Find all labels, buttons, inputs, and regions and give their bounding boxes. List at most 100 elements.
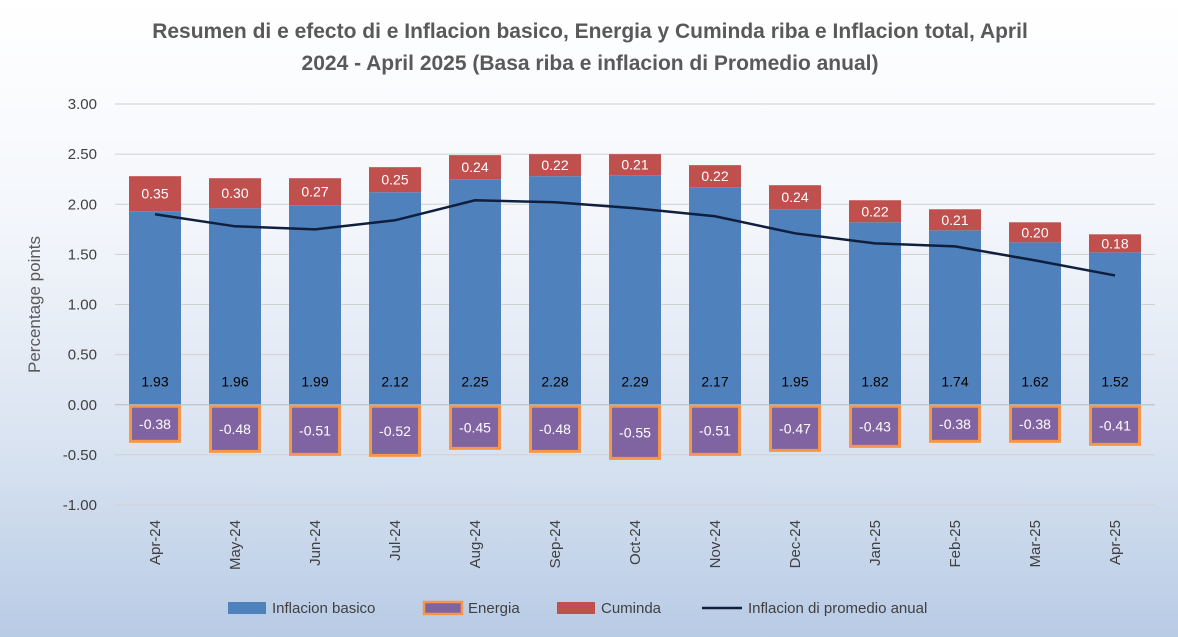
data-label-inflacion-basico: 2.17: [701, 374, 728, 390]
bar-cuminda: [289, 178, 341, 206]
y-tick-label: 2.00: [68, 196, 97, 213]
x-tick-label: Feb-25: [947, 520, 964, 568]
data-label-cuminda: 0.22: [861, 203, 888, 219]
data-label-energia: -0.48: [219, 421, 251, 437]
data-label-inflacion-basico: 1.93: [141, 374, 168, 390]
bar-energia: [129, 404, 181, 443]
bar-energia: [1089, 404, 1141, 446]
bar-cuminda: [369, 167, 421, 193]
y-axis-label: Percentage points: [25, 236, 44, 373]
bar-inflacion-basico: [1089, 252, 1141, 405]
y-tick-label: -1.00: [63, 497, 97, 514]
data-label-inflacion-basico: 2.12: [381, 374, 408, 390]
bar-energia: [609, 404, 661, 460]
bar-cuminda: [1089, 234, 1141, 253]
legend-swatch-inflacion-basico: [228, 602, 266, 614]
data-label-inflacion-basico: 2.28: [541, 374, 568, 390]
bar-cuminda: [529, 154, 581, 177]
bar-cuminda: [209, 178, 261, 209]
y-tick-label: 0.50: [68, 347, 97, 364]
bar-cuminda: [609, 154, 661, 176]
bar-inflacion-basico: [209, 208, 261, 405]
bar-cuminda: [769, 185, 821, 210]
line-inflacion-promedio-anual: [154, 198, 1116, 277]
bar-inflacion-basico: [929, 230, 981, 405]
x-tick-label: Nov-24: [707, 520, 724, 568]
bar-energia: [1009, 404, 1061, 443]
data-label-inflacion-basico: 1.74: [941, 374, 968, 390]
bar-inflacion-basico: [289, 205, 341, 405]
x-tick-label: Jun-24: [307, 520, 324, 566]
bar-inflacion-basico: [609, 175, 661, 405]
legend-swatch-cuminda: [557, 602, 595, 614]
chart-title: Resumen di e efecto di e Inflacion basic…: [90, 16, 1090, 80]
bar-inflacion-basico: [1009, 242, 1061, 405]
data-label-inflacion-basico: 1.96: [221, 374, 248, 390]
bar-cuminda: [849, 200, 901, 223]
bar-energia: [289, 404, 341, 456]
x-tick-label: May-24: [227, 520, 244, 570]
bar-cuminda: [449, 155, 501, 180]
bar-inflacion-basico: [369, 192, 421, 405]
y-tick-label: 0.00: [68, 397, 97, 414]
legend-label-inflacion-basico: Inflacion basico: [272, 600, 375, 617]
data-label-inflacion-basico: 1.99: [301, 374, 328, 390]
data-label-energia: -0.47: [779, 420, 811, 436]
data-label-cuminda: 0.24: [461, 159, 488, 175]
data-label-cuminda: 0.30: [221, 185, 248, 201]
x-tick-label: Mar-25: [1027, 520, 1044, 568]
x-tick-label: Jan-25: [867, 520, 884, 566]
bar-cuminda: [129, 176, 181, 212]
data-label-energia: -0.51: [299, 422, 331, 438]
bar-inflacion-basico: [689, 187, 741, 405]
x-tick-label: Aug-24: [467, 520, 484, 568]
data-label-energia: -0.45: [459, 419, 491, 435]
bar-energia: [769, 404, 821, 452]
bar-energia: [209, 404, 261, 453]
data-label-energia: -0.43: [859, 418, 891, 434]
x-tick-label: Apr-24: [147, 520, 164, 565]
y-tick-label: 3.00: [68, 96, 97, 113]
data-label-energia: -0.51: [699, 422, 731, 438]
bar-cuminda: [1009, 222, 1061, 243]
x-tick-label: Oct-24: [627, 520, 644, 565]
data-label-energia: -0.48: [539, 421, 571, 437]
data-label-inflacion-basico: 1.95: [781, 374, 808, 390]
legend-label-energia: Energia: [468, 600, 520, 617]
bar-energia: [929, 404, 981, 443]
data-label-cuminda: 0.22: [541, 157, 568, 173]
bar-cuminda: [929, 209, 981, 231]
data-label-cuminda: 0.35: [141, 186, 168, 202]
bar-energia: [449, 404, 501, 450]
data-label-energia: -0.52: [379, 423, 411, 439]
x-tick-label: Jul-24: [387, 520, 404, 561]
data-label-inflacion-basico: 1.82: [861, 374, 888, 390]
bar-energia: [689, 404, 741, 456]
data-label-cuminda: 0.27: [301, 184, 328, 200]
bar-energia: [849, 404, 901, 448]
data-label-inflacion-basico: 1.62: [1021, 374, 1048, 390]
bar-cuminda: [689, 165, 741, 188]
chart-title-line-1: Resumen di e efecto di e Inflacion basic…: [152, 20, 1028, 43]
data-label-cuminda: 0.25: [381, 172, 408, 188]
y-tick-label: 1.00: [68, 297, 97, 314]
x-tick-label: Sep-24: [547, 520, 564, 568]
data-label-energia: -0.38: [1019, 416, 1051, 432]
bar-inflacion-basico: [529, 176, 581, 405]
y-tick-label: 2.50: [68, 146, 97, 163]
legend-label-cuminda: Cuminda: [601, 600, 662, 617]
data-label-energia: -0.55: [619, 424, 651, 440]
bar-energia: [369, 404, 421, 457]
bar-energia: [529, 404, 581, 453]
bar-inflacion-basico: [129, 211, 181, 405]
data-label-energia: -0.41: [1099, 417, 1131, 433]
x-tick-label: Apr-25: [1107, 520, 1124, 565]
bar-inflacion-basico: [849, 222, 901, 405]
x-tick-label: Dec-24: [787, 520, 804, 568]
chart-title-line-2: 2024 - April 2025 (Basa riba e inflacion…: [301, 52, 879, 75]
data-label-cuminda: 0.24: [781, 189, 808, 205]
y-tick-label: 1.50: [68, 246, 97, 263]
data-label-energia: -0.38: [139, 416, 171, 432]
